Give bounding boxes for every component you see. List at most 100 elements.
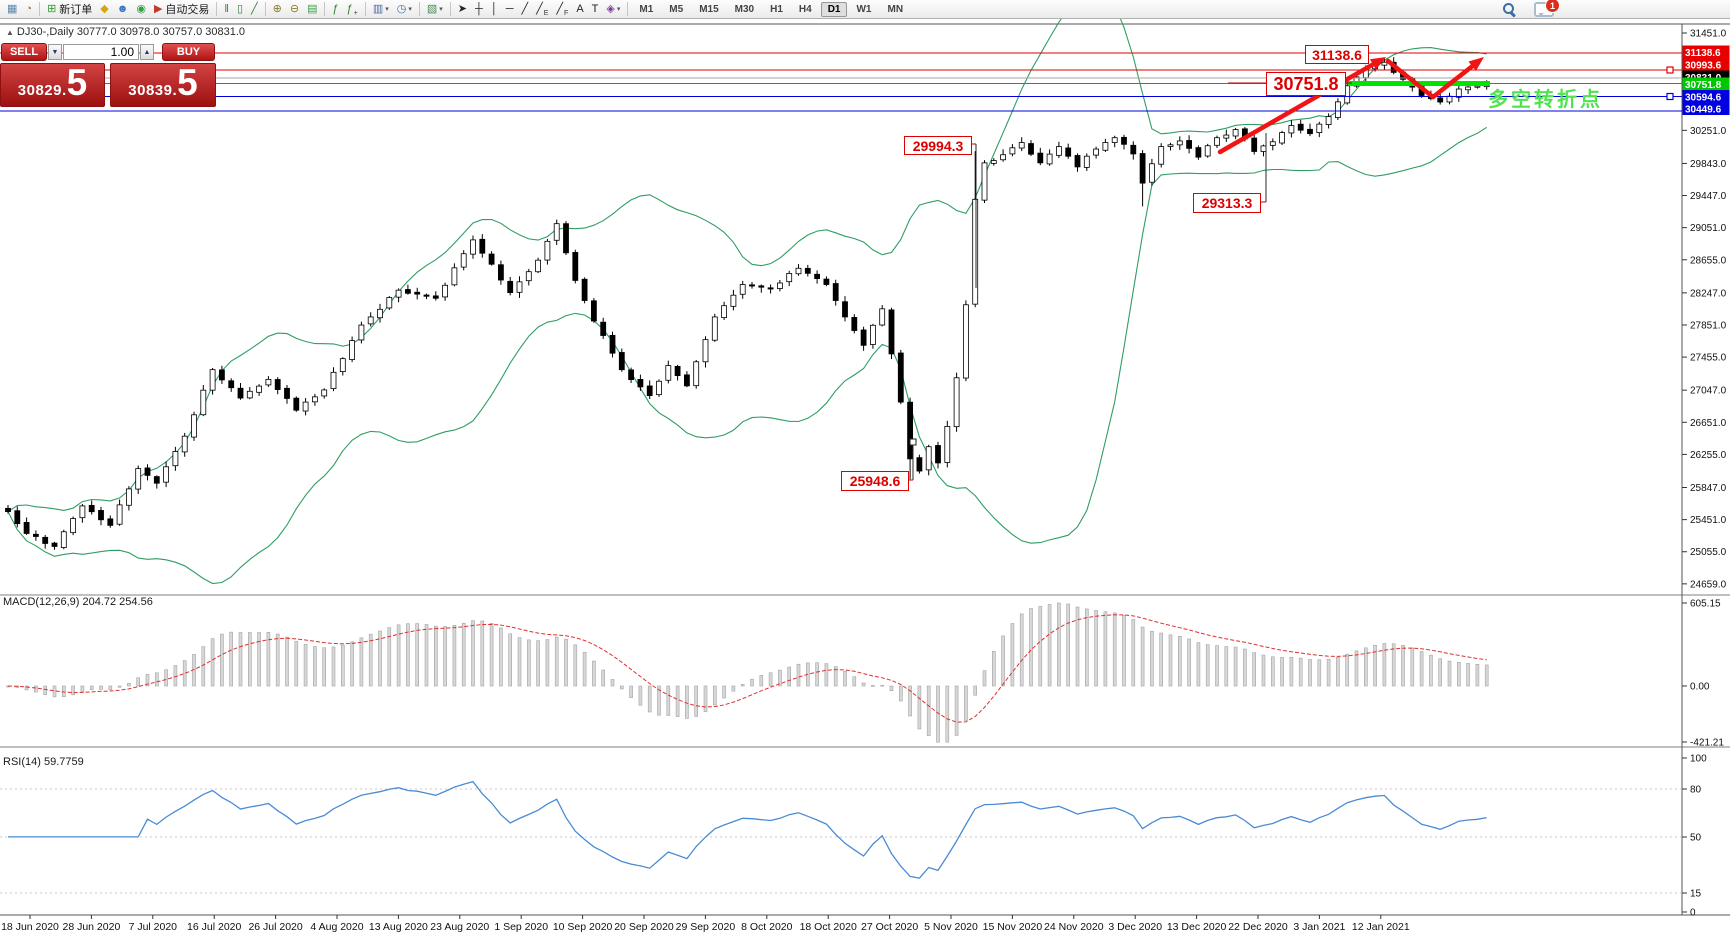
text-tool[interactable]: A <box>572 1 587 17</box>
horizontal-line-tool[interactable]: ─ <box>502 1 518 17</box>
timeframe-d1[interactable]: D1 <box>820 1 848 17</box>
volume-input[interactable] <box>63 44 139 60</box>
toolbar-separator <box>39 2 41 16</box>
indicator-list-button[interactable]: ƒ + <box>343 1 362 17</box>
arrows-tool[interactable]: ◈ ▾ <box>602 1 624 17</box>
price-annotation-29313.3[interactable]: 29313.3 <box>1193 193 1261 213</box>
macd-label: MACD(12,26,9) 204.72 254.56 <box>3 596 153 608</box>
timeframe-m5[interactable]: M5 <box>669 3 684 15</box>
trend-arrow[interactable] <box>1217 59 1380 155</box>
svg-text:25055.0: 25055.0 <box>1690 547 1727 558</box>
line-chart-button-glyph: ╱ <box>251 3 258 15</box>
arrows-tool-glyph: ◈ <box>606 3 615 15</box>
price-annotation-30751.8[interactable]: 30751.8 <box>1266 72 1346 96</box>
periods-button-caret[interactable]: ▾ <box>408 6 412 13</box>
signals-icon[interactable]: ◉ <box>132 1 150 17</box>
autotrading-button[interactable]: ▶ 自动交易 <box>150 1 213 17</box>
toolbar-separator <box>324 2 326 16</box>
svg-text:24659.0: 24659.0 <box>1690 579 1727 590</box>
print-preview-icon[interactable]: ◔ <box>21 1 36 17</box>
svg-text:26 Jul 2020: 26 Jul 2020 <box>248 921 302 933</box>
candlestick-chart-button[interactable]: ▯ <box>233 1 247 17</box>
bar-chart-button[interactable]: ‖ <box>220 1 233 17</box>
toolbar-separator <box>364 2 366 16</box>
vertical-line-tool-glyph: │ <box>490 3 498 15</box>
market-icon-glyph: ◆ <box>100 3 109 15</box>
zoom-in-button-glyph: ⊕ <box>272 3 282 15</box>
timeframe-w1[interactable]: W1 <box>856 3 872 15</box>
community-icon[interactable]: ☻ <box>113 1 133 17</box>
one-click-trading-widget: SELL ▼ ▲ BUY 30829.5 30839.5 <box>0 43 216 107</box>
cursor-tool[interactable]: ➤ <box>454 1 471 17</box>
new-order-button[interactable]: ⊞ 新订单 <box>43 1 96 17</box>
text-tool-glyph: A <box>576 3 584 15</box>
svg-text:5 Nov 2020: 5 Nov 2020 <box>924 921 978 933</box>
chat-icon[interactable]: 1 <box>1534 0 1560 17</box>
trend-arrow[interactable] <box>1385 58 1436 100</box>
svg-text:28 Jun 2020: 28 Jun 2020 <box>62 921 120 933</box>
chart-window-icon[interactable]: ▦ <box>3 1 21 17</box>
timeframe-m1[interactable]: M1 <box>639 3 654 15</box>
candles <box>5 57 1490 550</box>
zoom-in-button[interactable]: ⊕ <box>269 1 286 17</box>
chart-shift-button-caret[interactable]: ▾ <box>439 6 443 13</box>
fibonacci-tool[interactable]: ╱ F <box>552 1 572 17</box>
indicators-button-glyph: ƒ <box>332 3 339 15</box>
templates-button-caret[interactable]: ▾ <box>385 6 389 13</box>
svg-text:29447.0: 29447.0 <box>1690 191 1727 202</box>
toolbar-separator <box>216 2 218 16</box>
tile-windows-button-glyph: ▤ <box>307 3 318 15</box>
indicator-list-button-sub: + <box>353 10 358 17</box>
periods-button[interactable]: ◷ ▾ <box>393 1 416 17</box>
sell-price-panel[interactable]: 30829. 5 <box>0 63 105 107</box>
svg-text:13 Dec 2020: 13 Dec 2020 <box>1167 921 1227 933</box>
line-chart-button[interactable]: ╱ <box>247 1 262 17</box>
svg-text:18 Jun 2020: 18 Jun 2020 <box>1 921 59 933</box>
chart-shift-button[interactable]: ▧ ▾ <box>423 1 447 17</box>
note-annotation[interactable]: 多空转折点 <box>1488 89 1603 111</box>
timeframe-m30[interactable]: M30 <box>734 3 755 15</box>
timeframe-group: M1 M5 M15 M30 H1 H4 D1 W1 MN <box>631 1 911 17</box>
indicators-button[interactable]: ƒ <box>328 1 342 17</box>
svg-text:23 Aug 2020: 23 Aug 2020 <box>430 921 489 933</box>
trend-arrow[interactable] <box>1430 60 1479 100</box>
svg-text:-421.21: -421.21 <box>1690 738 1724 749</box>
signals-icon-glyph: ◉ <box>136 3 146 15</box>
price-tag-30449.6 <box>1682 102 1730 115</box>
svg-text:29 Sep 2020: 29 Sep 2020 <box>676 921 736 933</box>
vertical-line-tool[interactable]: │ <box>487 1 502 17</box>
trendline-tool[interactable]: ╱ <box>517 1 532 17</box>
price-annotation-31138.6[interactable]: 31138.6 <box>1305 45 1369 64</box>
sell-button[interactable]: SELL <box>1 43 47 61</box>
buy-price: 30839. <box>128 82 178 99</box>
arrows-tool-caret[interactable]: ▾ <box>616 6 621 13</box>
tile-windows-button[interactable]: ▤ <box>303 1 321 17</box>
search-icon[interactable] <box>1502 2 1516 17</box>
toolbar-separator <box>264 2 266 16</box>
community-icon-glyph: ☻ <box>116 3 129 15</box>
crosshair-tool[interactable]: ┼ <box>471 1 487 17</box>
buy-price-panel[interactable]: 30839. 5 <box>110 63 216 107</box>
price-annotation-29994.3[interactable]: 29994.3 <box>904 136 972 155</box>
volume-up-button[interactable]: ▲ <box>140 44 154 60</box>
channel-tool[interactable]: ╱ E <box>532 1 552 17</box>
timeframe-h1[interactable]: H1 <box>770 3 783 15</box>
templates-button[interactable]: ▥ ▾ <box>369 1 393 17</box>
svg-text:80: 80 <box>1690 785 1702 796</box>
svg-text:27047.0: 27047.0 <box>1690 386 1727 397</box>
svg-text:100: 100 <box>1690 754 1707 765</box>
svg-text:30594.6: 30594.6 <box>1685 93 1722 104</box>
timeframe-h4[interactable]: H4 <box>798 3 812 15</box>
zoom-out-button[interactable]: ⊖ <box>286 1 303 17</box>
volume-down-button[interactable]: ▼ <box>48 44 62 60</box>
market-icon[interactable]: ◆ <box>96 1 112 17</box>
price-annotation-25948.6[interactable]: 25948.6 <box>841 471 909 491</box>
timeframe-mn[interactable]: MN <box>887 3 904 15</box>
svg-text:15 Nov 2020: 15 Nov 2020 <box>983 921 1043 933</box>
timeframe-m15[interactable]: M15 <box>699 3 719 15</box>
autotrading-button-glyph: ▶ <box>153 3 163 15</box>
text-label-tool[interactable]: T <box>588 1 603 17</box>
buy-button[interactable]: BUY <box>162 43 215 61</box>
chart-mini-icon: ▲ <box>6 28 14 37</box>
